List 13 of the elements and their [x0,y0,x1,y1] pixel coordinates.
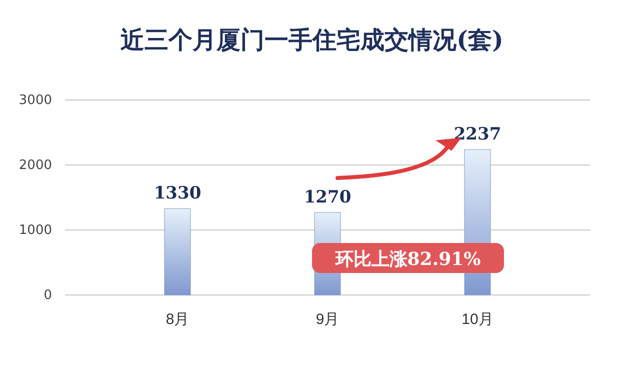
data-label: 2237 [454,124,502,145]
chart-title: 近三个月厦门一手住宅成交情况(套) [120,25,504,54]
x-tick-label: 10月 [462,311,494,328]
bar [164,208,191,296]
data-label: 1270 [304,187,352,208]
y-tick-label: 2000 [18,158,52,174]
data-label: 1330 [154,184,202,204]
x-tick-label: 9月 [316,311,340,328]
x-tick-label: 8月 [166,311,190,328]
y-tick-label: 0 [44,288,52,304]
annotation: 环比上涨82.91% [334,249,481,270]
y-tick-label: 1000 [18,223,52,238]
y-tick-label: 3000 [18,93,52,108]
